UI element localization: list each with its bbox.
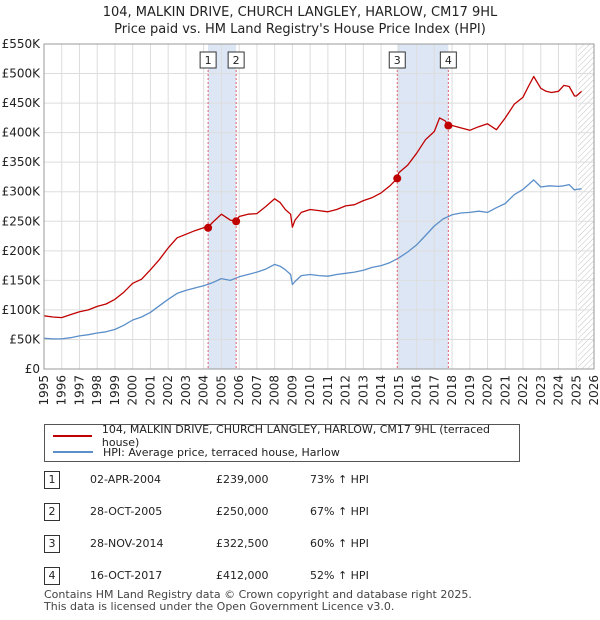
sale-point [204,223,213,232]
forecast-hatch-band [578,44,594,369]
y-tick-label: £500K [2,67,42,81]
sale-hpi-change: 52% ↑ HPI [310,569,369,582]
y-tick-label: £400K [2,126,42,140]
sale-marker-box [439,51,457,69]
x-tick-label: 2015 [392,375,406,406]
sale-point [444,121,453,130]
x-tick-label: 2014 [374,375,388,406]
x-tick-label: 2008 [268,375,282,406]
x-tick-label: 1995 [37,375,51,406]
sale-hpi-change: 60% ↑ HPI [310,537,369,550]
legend-item-price: 104, MALKIN DRIVE, CHURCH LANGLEY, HARLO… [53,423,519,449]
sale-number-badge: 3 [44,535,60,553]
x-tick-label: 2017 [427,375,441,406]
hpi-line [43,179,582,340]
y-tick-label: £100K [2,303,42,317]
legend: 104, MALKIN DRIVE, CHURCH LANGLEY, HARLO… [44,423,520,462]
sale-date: 28-NOV-2014 [90,537,164,550]
footer-line-2: This data is licensed under the Open Gov… [44,600,395,613]
plot-frame [43,43,595,370]
x-tick-label: 2005 [214,375,228,406]
sale-marker-label: 2 [233,54,240,67]
sale-hpi-change: 73% ↑ HPI [310,473,369,486]
sale-hpi-change: 67% ↑ HPI [310,505,369,518]
x-tick-label: 2002 [161,375,175,406]
x-tick-label: 2009 [285,375,299,406]
x-tick-label: 2018 [445,375,459,406]
sale-price: £412,000 [216,569,269,582]
x-tick-label: 2004 [197,375,211,406]
sale-marker-box [199,51,217,69]
sale-marker-box [227,51,245,69]
sale-date: 02-APR-2004 [90,473,162,486]
x-tick-label: 2011 [321,375,335,406]
x-tick-label: 1999 [108,375,122,406]
y-tick-label: £150K [2,273,42,287]
x-tick-label: 2013 [356,375,370,406]
sale-marker-label: 3 [394,54,401,67]
sale-price: £250,000 [216,505,269,518]
y-tick-label: £300K [2,185,42,199]
title-line-2: Price paid vs. HM Land Registry's House … [114,22,486,37]
sale-number-badge: 4 [44,567,60,585]
x-tick-label: 1997 [72,375,86,406]
sale-row: 4 16-OCT-2017 £412,000 52% ↑ HPI [44,567,444,585]
legend-swatch-price [53,435,92,437]
price-paid-line [43,75,583,319]
legend-label-price: 104, MALKIN DRIVE, CHURCH LANGLEY, HARLO… [101,423,491,449]
sale-price: £239,000 [216,473,269,486]
x-tick-label: 2024 [552,375,566,406]
x-tick-label: 2016 [410,375,424,406]
sale-row: 1 02-APR-2004 £239,000 73% ↑ HPI [44,471,444,489]
x-tick-label: 2020 [481,375,495,406]
sale-row: 2 28-OCT-2005 £250,000 67% ↑ HPI [44,503,444,521]
x-tick-label: 2022 [516,375,530,406]
x-tick-label: 2010 [303,375,317,406]
sale-marker-box [388,51,406,69]
y-tick-label: £550K [2,37,42,51]
sale-date: 16-OCT-2017 [90,569,163,582]
x-tick-label: 2003 [179,375,193,406]
x-tick-label: 2021 [498,375,512,406]
sale-marker-label: 1 [205,54,212,67]
ownership-band [397,44,449,369]
ownership-band [208,44,237,369]
sale-date: 28-OCT-2005 [90,505,163,518]
sale-marker-label: 4 [445,54,452,67]
x-tick-label: 2006 [232,375,246,406]
title-line-1: 104, MALKIN DRIVE, CHURCH LANGLEY, HARLO… [102,5,498,20]
chart-title: 104, MALKIN DRIVE, CHURCH LANGLEY, HARLO… [0,4,600,38]
y-tick-label: £250K [2,214,42,228]
x-tick-label: 1996 [55,375,69,406]
x-tick-label: 2012 [339,375,353,406]
legend-swatch-hpi [53,451,93,453]
x-tick-label: 2019 [463,375,477,406]
x-tick-label: 2007 [250,375,264,406]
y-tick-label: £50K [9,332,41,346]
sale-number-badge: 2 [44,503,60,521]
x-tick-label: 2000 [126,375,140,406]
y-tick-label: £0 [25,362,40,376]
footer-line-1: Contains HM Land Registry data © Crown c… [44,588,472,601]
sale-point [232,217,241,226]
y-tick-label: £450K [2,96,42,110]
x-tick-label: 2001 [143,375,157,406]
footer-attribution: Contains HM Land Registry data © Crown c… [44,589,472,613]
sale-point [393,174,402,183]
sale-price: £322,500 [216,537,269,550]
x-tick-label: 2023 [534,375,548,406]
x-tick-label: 1998 [90,375,104,406]
y-tick-label: £200K [2,244,42,258]
legend-item-hpi: HPI: Average price, terraced house, Harl… [53,444,340,460]
sale-row: 3 28-NOV-2014 £322,500 60% ↑ HPI [44,535,444,553]
x-tick-label: 2025 [569,375,583,406]
price-chart: 1 2 3 4 £0 £50K £100K £150K £200K £250K £300K £350… [2,37,600,406]
y-tick-label: £350K [2,155,42,169]
legend-label-hpi: HPI: Average price, terraced house, Harl… [103,445,340,459]
x-tick-label: 2026 [587,375,600,406]
sale-number-badge: 1 [44,471,60,489]
